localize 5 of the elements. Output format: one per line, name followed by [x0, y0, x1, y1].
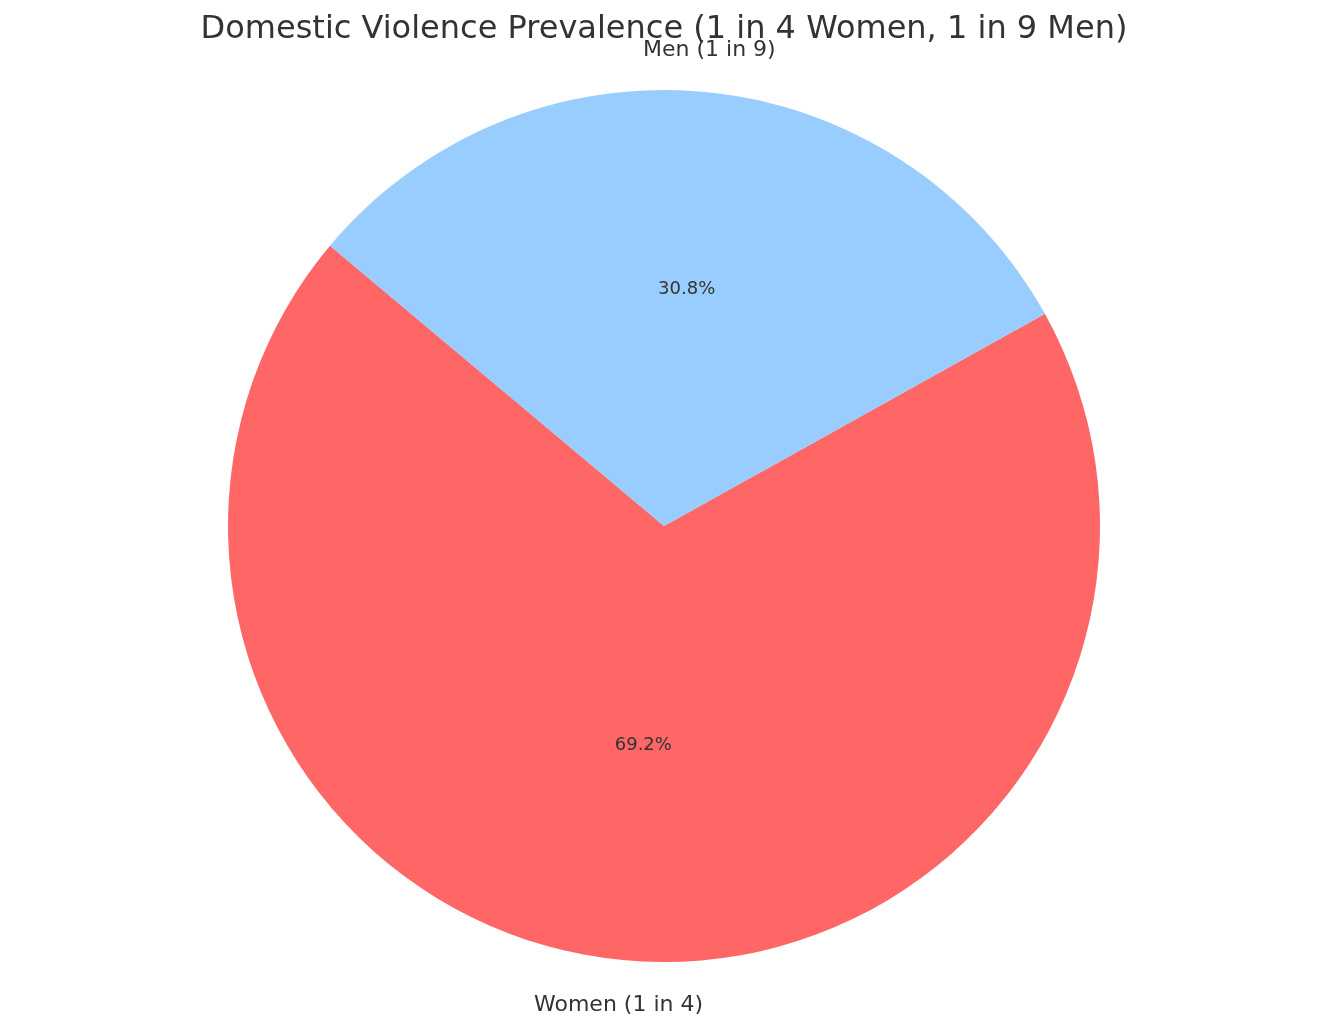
slice-label: Women (1 in 4)	[534, 991, 704, 1016]
data-label: 69.2%	[614, 732, 672, 754]
pie-slice	[228, 245, 1100, 962]
data-label: 30.8%	[658, 277, 716, 299]
pie-slice	[330, 90, 1045, 526]
